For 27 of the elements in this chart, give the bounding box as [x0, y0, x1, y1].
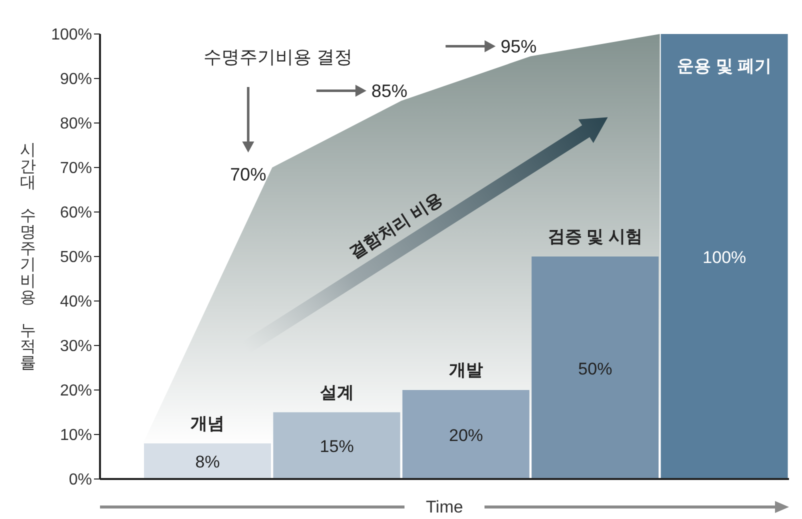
y-tick-label: 40% [60, 294, 92, 311]
series-label: 개발 [449, 360, 483, 380]
data-label: 20% [448, 426, 484, 445]
series-label: 검증 및 시험 [548, 227, 642, 246]
data-label: 50% [578, 359, 612, 378]
data-label: 100% [702, 248, 746, 267]
y-tick-label: 20% [60, 382, 92, 400]
y-tick-label: 60% [60, 204, 92, 222]
data-label: 85% [371, 80, 408, 101]
y-tick-label: 100% [51, 26, 92, 44]
y-tick-label: 90% [60, 71, 92, 88]
y-tick-label: 50% [60, 249, 92, 266]
text: 수명주기비용 결정 [204, 47, 353, 67]
x-axis-title: Time [426, 498, 464, 516]
series-label: 운용 및 폐기 [677, 56, 772, 76]
y-tick-label: 10% [60, 427, 92, 444]
y-tick-label: 80% [60, 116, 92, 133]
series-label: 설계 [320, 382, 354, 402]
data-label: 8% [195, 452, 220, 472]
y-tick-label: 30% [60, 338, 92, 356]
data-label: 15% [320, 437, 354, 456]
data-label: 70% [230, 164, 266, 184]
y-tick-label: 70% [60, 160, 92, 178]
y-tick-label: 0% [68, 472, 92, 489]
text: 시간대 수명주기비용 누적률 [20, 141, 36, 372]
series-label: 개념 [190, 414, 225, 433]
data-label: 95% [500, 36, 537, 56]
